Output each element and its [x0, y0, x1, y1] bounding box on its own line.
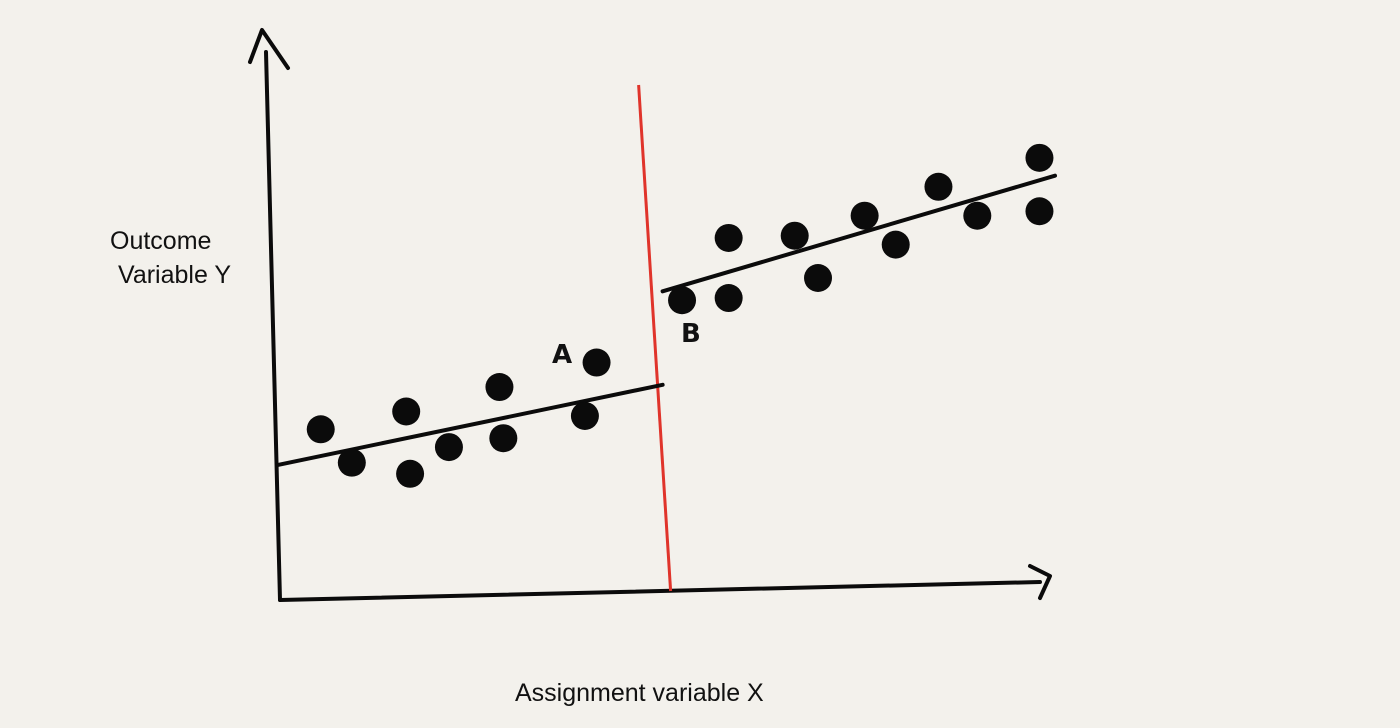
data-point [714, 284, 743, 313]
data-point [881, 230, 910, 259]
fit-line-right [660, 173, 1057, 294]
data-point [804, 264, 833, 292]
point-label-b: B [681, 319, 701, 349]
data-point [668, 286, 697, 315]
cutoff-line [637, 84, 673, 592]
y-axis-arrowhead [248, 28, 290, 70]
fit-line-left [276, 382, 665, 467]
y-axis-label-line2: Variable Y [118, 261, 232, 289]
data-point [570, 401, 599, 430]
x-axis-arrowhead [1028, 564, 1052, 600]
data-point [714, 223, 743, 252]
data-point [489, 424, 518, 453]
data-point [924, 172, 953, 201]
point-label-a: A [552, 340, 573, 370]
data-point [396, 459, 425, 488]
data-point [1025, 197, 1054, 226]
data-point [582, 348, 611, 377]
data-point [1025, 143, 1054, 172]
data-point [306, 415, 335, 444]
y-axis [264, 50, 282, 602]
data-point [485, 373, 514, 402]
data-point [392, 397, 421, 426]
data-point [780, 221, 809, 250]
x-axis-label: Assignment variable X [515, 679, 764, 707]
data-point [850, 201, 879, 230]
data-point [337, 448, 366, 477]
data-point [434, 433, 463, 462]
y-axis-label-line1: Outcome [110, 227, 212, 255]
x-axis [278, 580, 1042, 602]
data-point [963, 201, 992, 230]
